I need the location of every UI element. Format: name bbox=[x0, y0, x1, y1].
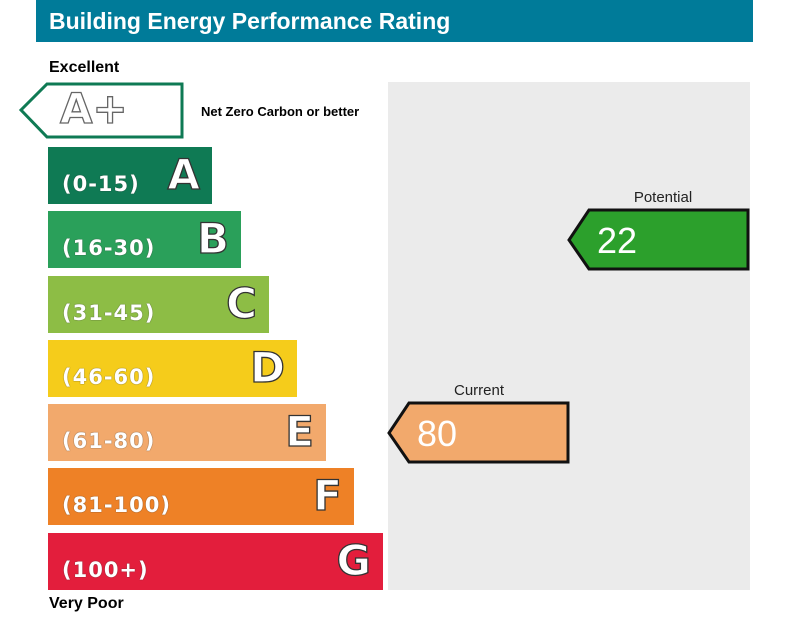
band-e: (61-80) E bbox=[48, 404, 326, 461]
aplus-arrow bbox=[18, 82, 184, 139]
excellent-label: Excellent bbox=[49, 59, 120, 76]
current-arrow bbox=[387, 401, 570, 464]
band-range: (100+) bbox=[62, 558, 149, 582]
current-value: 80 bbox=[417, 413, 458, 454]
band-f: (81-100) F bbox=[48, 468, 354, 525]
band-range: (31-45) bbox=[62, 301, 156, 325]
band-letter: F bbox=[313, 470, 343, 520]
band-range: (81-100) bbox=[62, 493, 171, 517]
potential-label: Potential bbox=[633, 189, 693, 206]
band-a: (0-15) A bbox=[48, 147, 212, 204]
band-letter: A bbox=[167, 149, 201, 199]
chart-title: Building Energy Performance Rating bbox=[36, 0, 753, 42]
aplus-letter: A+ bbox=[59, 83, 128, 133]
band-letter: G bbox=[336, 535, 372, 585]
band-range: (0-15) bbox=[62, 172, 140, 196]
band-range: (61-80) bbox=[62, 429, 156, 453]
band-b: (16-30) B bbox=[48, 211, 241, 268]
band-letter: D bbox=[249, 342, 285, 392]
potential-value: 22 bbox=[597, 220, 638, 261]
current-label: Current bbox=[453, 382, 505, 399]
band-letter: B bbox=[196, 213, 229, 263]
rating-panel bbox=[388, 82, 750, 590]
band-d: (46-60) D bbox=[48, 340, 297, 397]
band-letter: C bbox=[226, 278, 258, 328]
band-letter: E bbox=[285, 406, 315, 456]
band-range: (16-30) bbox=[62, 236, 156, 260]
aplus-description: Net Zero Carbon or better bbox=[201, 104, 360, 119]
very-poor-label: Very Poor bbox=[49, 595, 124, 612]
potential-arrow bbox=[567, 208, 750, 271]
band-g: (100+) G bbox=[48, 533, 383, 590]
band-c: (31-45) C bbox=[48, 276, 269, 333]
band-range: (46-60) bbox=[62, 365, 156, 389]
